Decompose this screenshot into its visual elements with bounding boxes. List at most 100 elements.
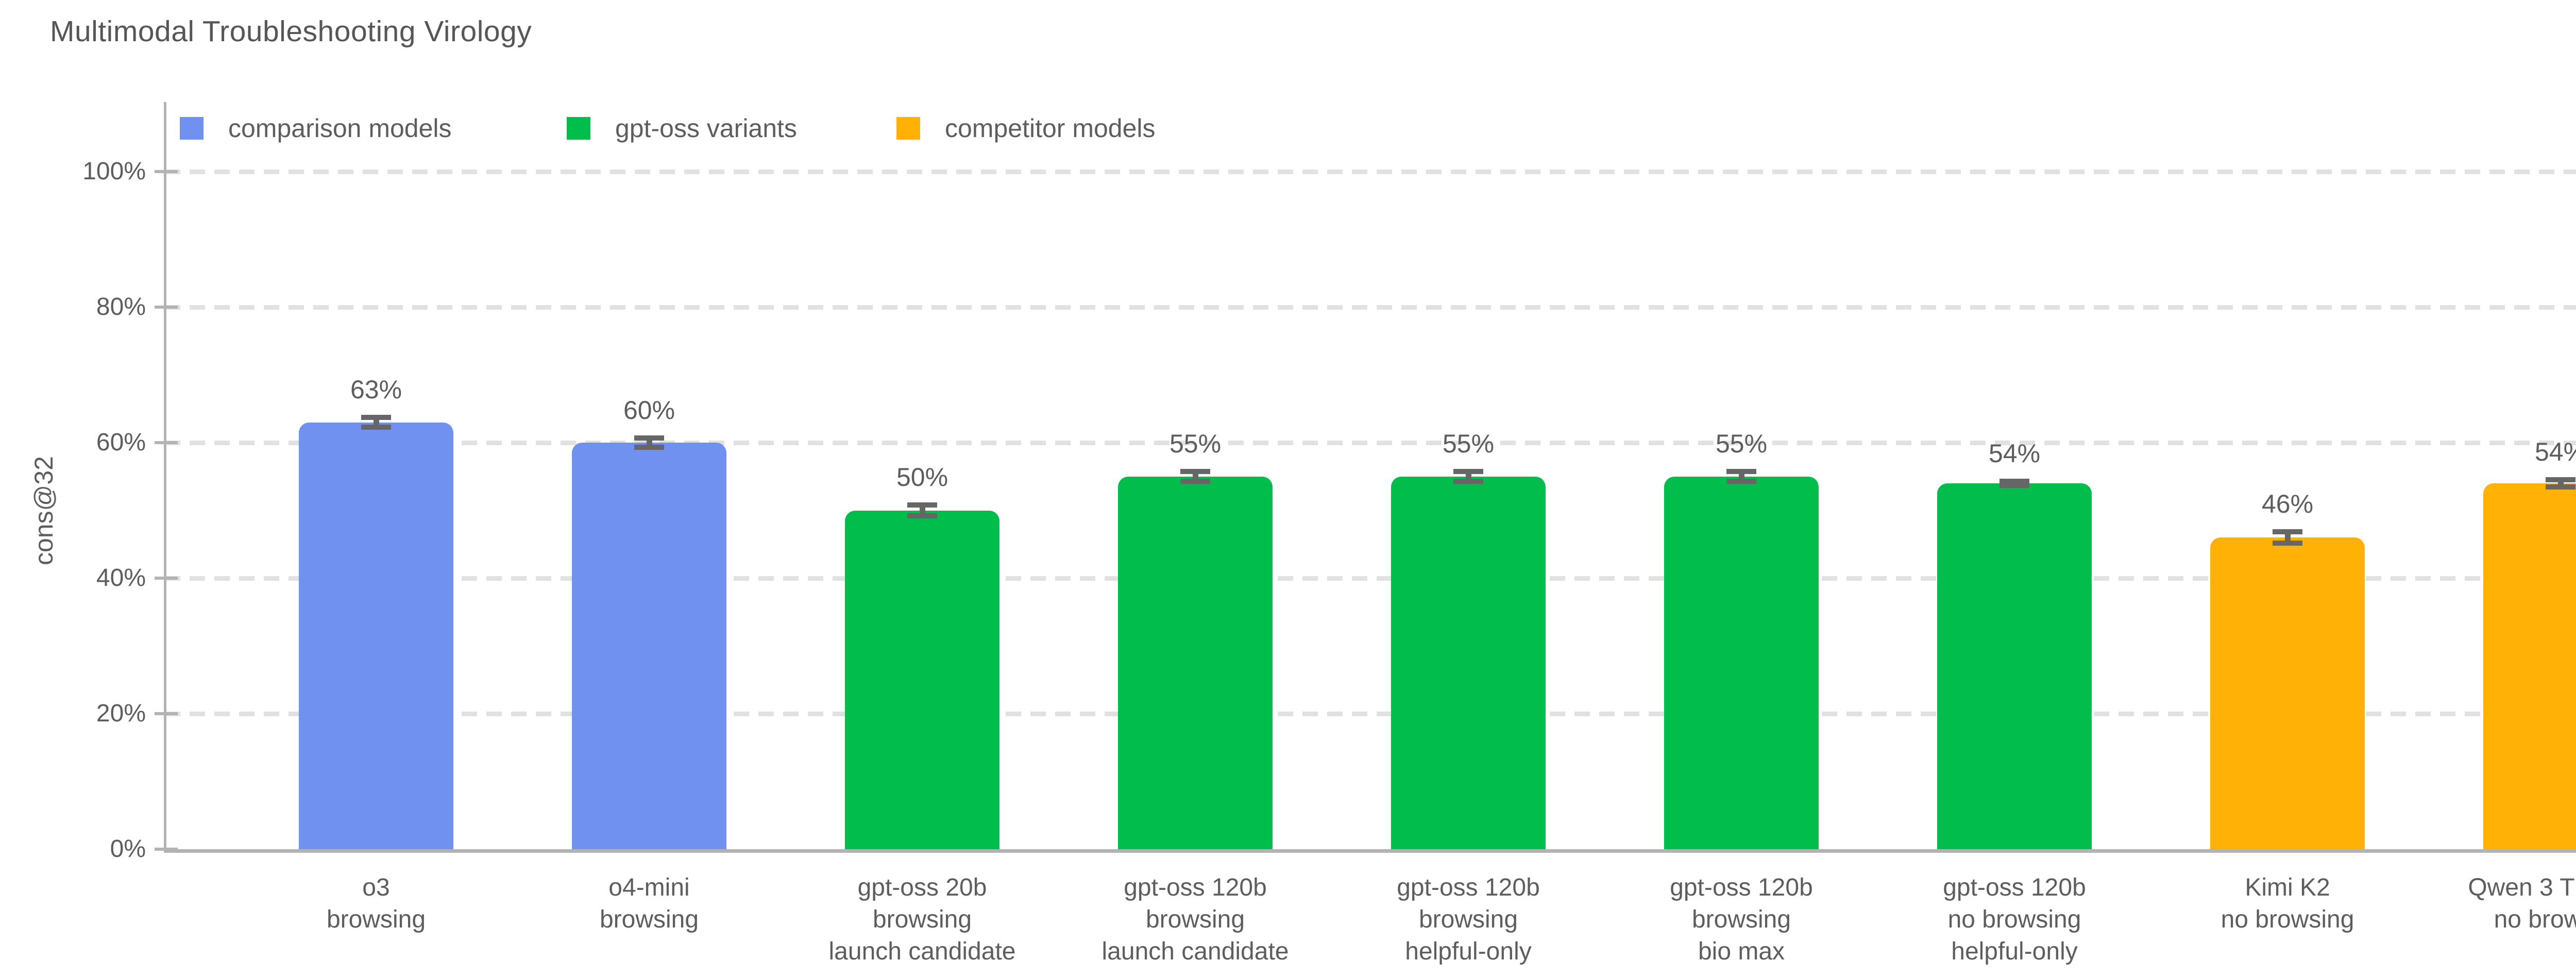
error-bar-cap-top: [1453, 469, 1483, 475]
bar-category-label-line: helpful-only: [1405, 938, 1532, 965]
error-bar-stem: [2557, 477, 2564, 490]
bar-value-label: 50%: [896, 462, 948, 492]
error-bar-cap-top: [2273, 529, 2302, 535]
bar-category-label: Kimi K2 no browsing: [2151, 872, 2424, 936]
bar-qwen-3-thinking-no-browsing: [2483, 483, 2576, 852]
bar-category-label-line: helpful-only: [1951, 938, 2078, 965]
bar-value-label: 63%: [350, 375, 402, 404]
gridline-100%: [165, 170, 2576, 174]
gridline-60%: [165, 441, 2576, 445]
bar-gpt-oss-120b-browsing-launch-candidate: [1118, 476, 1273, 852]
error-bar: [1726, 469, 1756, 484]
bar-category-label-line: Kimi K2: [2245, 874, 2330, 901]
bar-value-label: 55%: [1442, 429, 1495, 459]
y-tick-label: 60%: [96, 429, 146, 456]
error-bar-stem: [1465, 469, 1471, 484]
error-bar: [907, 502, 937, 519]
legend-label: comparison models: [228, 114, 452, 143]
error-bar-cap-bottom: [2546, 484, 2575, 490]
bar-category-label-line: no browsing: [1947, 906, 2081, 933]
bar-category-label-line: gpt-oss 120b: [1124, 874, 1267, 901]
bar-o3-browsing: [299, 422, 453, 852]
legend-swatch-competitor-models: [896, 117, 920, 140]
bar-category-label: gpt-oss 120b browsing helpful-only: [1332, 872, 1605, 968]
error-bar-cap-top: [1180, 469, 1210, 475]
error-bar-cap-top: [2546, 477, 2575, 483]
chart-title: Multimodal Troubleshooting Virology: [50, 15, 532, 48]
bar-category-label-line: o4-mini: [608, 874, 690, 901]
error-bar: [2546, 477, 2575, 490]
bar-category-label-line: no browsing: [2221, 906, 2354, 933]
bar-gpt-oss-20b-browsing-launch-candidate: [845, 510, 999, 852]
bar-category-label: o4-mini browsing: [513, 872, 786, 936]
bar-kimi-k2-no-browsing: [2210, 537, 2365, 852]
error-bar: [634, 435, 664, 450]
bar-category-label: o3 browsing: [240, 872, 513, 936]
bar-gpt-oss-120b-browsing-helpful-only: [1391, 476, 1546, 852]
legend-swatch-comparison-models: [180, 117, 204, 140]
legend-label: gpt-oss variants: [615, 114, 797, 143]
gridline-80%: [165, 305, 2576, 310]
bar-category-label-line: gpt-oss 120b: [1397, 874, 1540, 901]
error-bar-stem: [1192, 469, 1198, 484]
error-bar-stem: [646, 435, 652, 450]
error-bar-cap-bottom: [361, 425, 391, 430]
bar-value-label: 54%: [2534, 437, 2576, 467]
error-bar-cap-bottom: [1726, 479, 1756, 484]
legend-label: competitor models: [945, 114, 1156, 143]
bar-value-label: 60%: [623, 395, 675, 425]
bar-category-label: gpt-oss 120b browsing launch candidate: [1059, 872, 1332, 968]
y-axis-line: [164, 102, 166, 853]
bar-category-label-line: browsing: [872, 906, 972, 933]
bar-gpt-oss-120b-no-browsing-helpful-only: [1937, 483, 2092, 852]
bar-category-label-line: gpt-oss 120b: [1943, 874, 2086, 901]
y-tick-label: 40%: [96, 564, 146, 592]
error-bar-cap-top: [361, 415, 391, 420]
bar-category-label: gpt-oss 20b browsing launch candidate: [786, 872, 1059, 968]
error-bar-cap-top: [634, 435, 664, 441]
bar-category-label-line: launch candidate: [828, 938, 1016, 965]
bar-category-label: Qwen 3 Thinking no browsing: [2424, 872, 2576, 936]
bar-category-label: gpt-oss 120b no browsing helpful-only: [1878, 872, 2151, 968]
y-tick-label: 100%: [82, 158, 146, 185]
bar-category-label-line: no browsing: [2494, 906, 2576, 933]
error-bar: [2273, 529, 2302, 546]
bar-value-label: 46%: [2261, 490, 2314, 519]
gridline-20%: [165, 712, 2576, 716]
error-bar-cap-bottom: [634, 445, 664, 450]
error-bar-stem: [2284, 529, 2291, 546]
bar-o4-mini-browsing: [572, 443, 726, 852]
legend-swatch-gpt-oss-variants: [567, 117, 590, 140]
error-bar-cap-top: [1726, 469, 1756, 475]
bar-category-label-line: gpt-oss 20b: [857, 874, 987, 901]
error-bar: [1999, 478, 2029, 488]
bar-category-label-line: browsing: [599, 906, 699, 933]
y-tick-label: 80%: [96, 293, 146, 321]
x-axis-line: [165, 849, 2576, 853]
bar-value-label: 55%: [1715, 429, 1768, 459]
bar-category-label-line: browsing: [1418, 906, 1518, 933]
error-bar-stem: [373, 415, 379, 430]
error-bar-cap-bottom: [907, 513, 937, 519]
bar-category-label-line: launch candidate: [1101, 938, 1289, 965]
bar-category-label-line: o3: [362, 874, 390, 901]
error-bar-cap-top: [1999, 478, 2029, 484]
y-tick-label: 0%: [110, 835, 146, 863]
bar-value-label: 54%: [1988, 439, 2041, 468]
bar-category-label-line: browsing: [1691, 906, 1791, 933]
error-bar: [1453, 469, 1483, 484]
gridline-40%: [165, 576, 2576, 581]
error-bar-cap-bottom: [1999, 483, 2029, 488]
error-bar-stem: [1738, 469, 1744, 484]
bar-category-label-line: Qwen 3 Thinking: [2468, 874, 2576, 901]
bar-category-label: gpt-oss 120b browsing bio max: [1605, 872, 1878, 968]
bar-category-label-line: browsing: [1145, 906, 1245, 933]
error-bar-stem: [919, 502, 925, 519]
bar-gpt-oss-120b-browsing-bio-max: [1664, 476, 1819, 852]
error-bar: [361, 415, 391, 430]
bar-category-label-line: browsing: [326, 906, 426, 933]
error-bar-cap-bottom: [2273, 540, 2302, 546]
y-tick-label: 20%: [96, 700, 146, 727]
bar-category-label-line: bio max: [1698, 938, 1785, 965]
